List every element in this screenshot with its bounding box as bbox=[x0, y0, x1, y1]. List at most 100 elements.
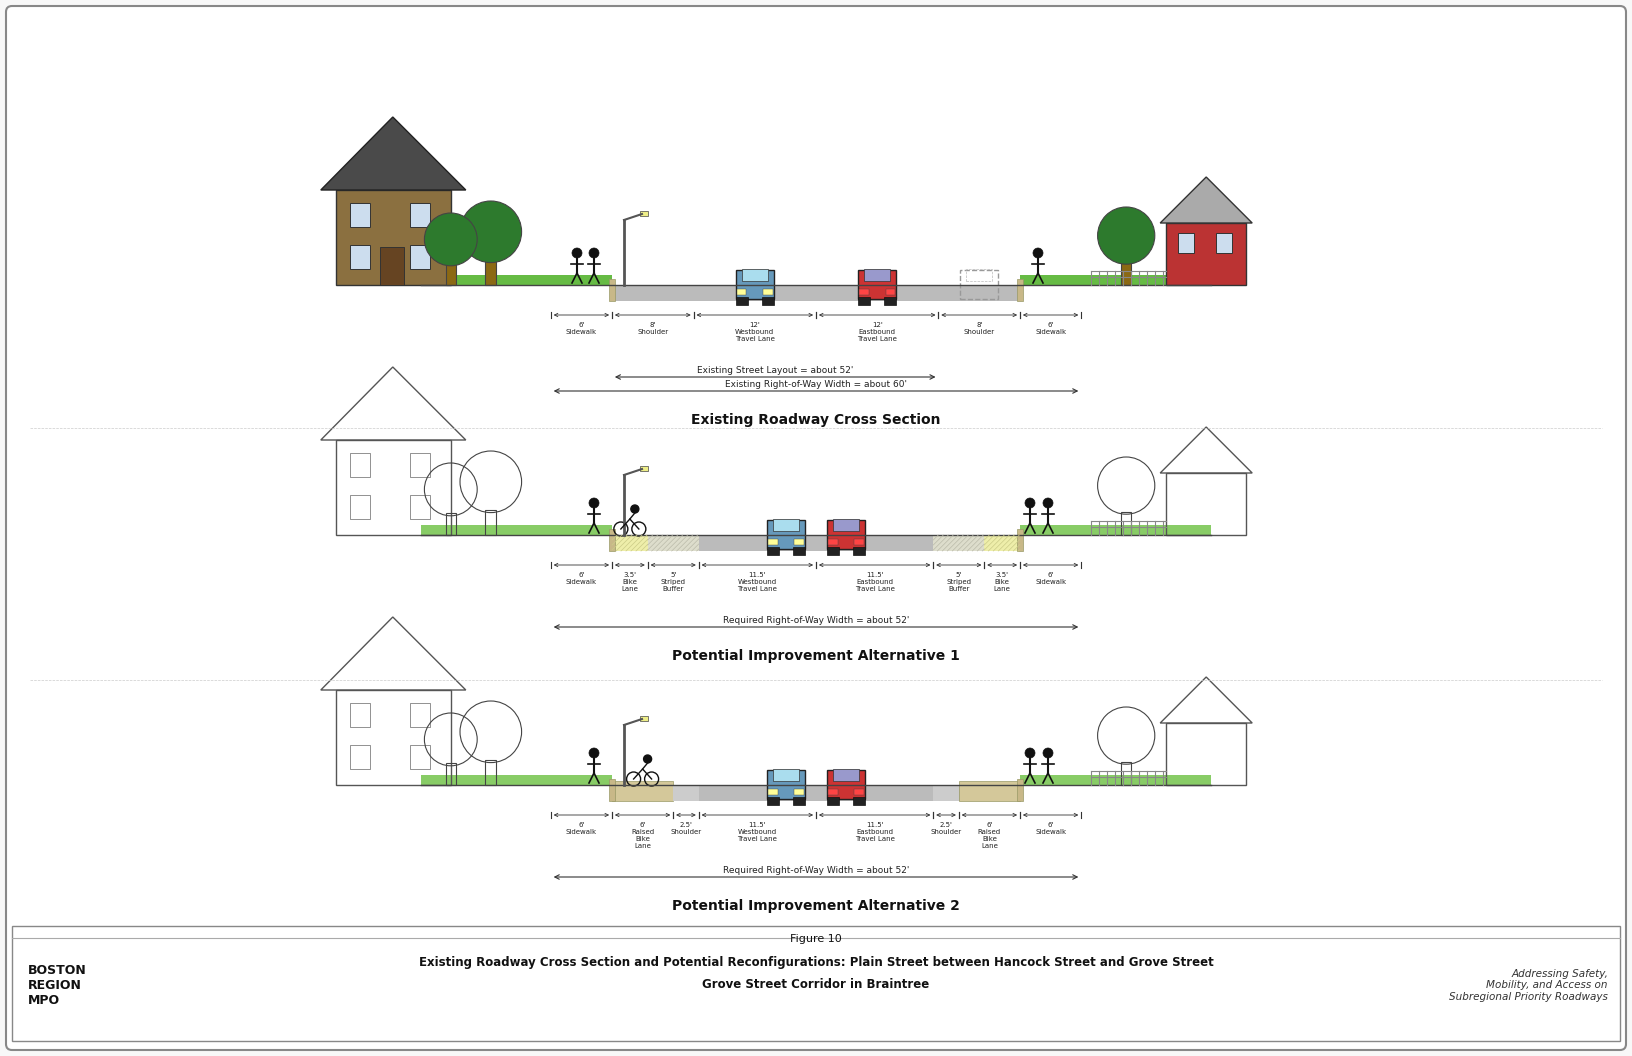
Text: Required Right-of-Way Width = about 52': Required Right-of-Way Width = about 52' bbox=[723, 866, 909, 875]
Circle shape bbox=[1033, 248, 1043, 258]
Bar bbox=[1216, 233, 1232, 253]
Bar bbox=[827, 540, 837, 545]
Text: 8'
Shoulder: 8' Shoulder bbox=[963, 322, 996, 335]
Polygon shape bbox=[322, 117, 465, 190]
Bar bbox=[832, 518, 858, 531]
Text: 11.5'
Eastbound
Travel Lane: 11.5' Eastbound Travel Lane bbox=[855, 572, 894, 592]
Text: Addressing Safety,
Mobility, and Access on
Subregional Priority Roadways: Addressing Safety, Mobility, and Access … bbox=[1449, 969, 1608, 1002]
Bar bbox=[1167, 473, 1247, 535]
Bar bbox=[769, 540, 777, 545]
Text: Existing Roadway Cross Section and Potential Reconfigurations: Plain Street betw: Existing Roadway Cross Section and Poten… bbox=[419, 956, 1213, 969]
Bar bbox=[648, 535, 698, 551]
Bar bbox=[767, 770, 805, 799]
Bar bbox=[769, 790, 777, 795]
Bar bbox=[421, 525, 612, 535]
Bar bbox=[741, 269, 769, 281]
Circle shape bbox=[589, 748, 599, 758]
Bar bbox=[966, 269, 992, 281]
Bar bbox=[640, 716, 648, 721]
Text: 2.5'
Shoulder: 2.5' Shoulder bbox=[671, 822, 702, 835]
Text: 11.5'
Westbound
Travel Lane: 11.5' Westbound Travel Lane bbox=[738, 572, 777, 592]
Circle shape bbox=[643, 755, 651, 763]
Bar bbox=[612, 535, 648, 551]
Text: 5'
Striped
Buffer: 5' Striped Buffer bbox=[661, 572, 685, 592]
Text: 6'
Sidewalk: 6' Sidewalk bbox=[1035, 322, 1066, 335]
Bar bbox=[958, 781, 1020, 802]
Bar bbox=[410, 703, 429, 727]
Bar bbox=[349, 495, 370, 518]
Text: Grove Street Corridor in Braintree: Grove Street Corridor in Braintree bbox=[702, 978, 930, 991]
Text: Existing Right-of-Way Width = about 60': Existing Right-of-Way Width = about 60' bbox=[725, 380, 907, 389]
Circle shape bbox=[632, 505, 638, 513]
Bar bbox=[827, 790, 837, 795]
Bar bbox=[1020, 275, 1211, 285]
Text: 6'
Sidewalk: 6' Sidewalk bbox=[566, 322, 597, 335]
Text: 8'
Shoulder: 8' Shoulder bbox=[636, 322, 669, 335]
Bar bbox=[960, 270, 999, 299]
Text: 11.5'
Eastbound
Travel Lane: 11.5' Eastbound Travel Lane bbox=[855, 822, 894, 842]
Bar bbox=[736, 270, 774, 299]
Bar bbox=[421, 275, 612, 285]
Bar bbox=[410, 495, 429, 518]
Bar bbox=[1017, 279, 1023, 301]
Bar bbox=[795, 540, 805, 545]
Bar bbox=[612, 785, 1020, 802]
Text: BOSTON
REGION
MPO: BOSTON REGION MPO bbox=[28, 964, 86, 1007]
Bar bbox=[855, 540, 863, 545]
Bar bbox=[609, 279, 615, 301]
Bar bbox=[1017, 529, 1023, 551]
Circle shape bbox=[1098, 207, 1155, 264]
Circle shape bbox=[460, 201, 522, 263]
Text: 6'
Sidewalk: 6' Sidewalk bbox=[566, 822, 597, 835]
Bar bbox=[421, 775, 612, 785]
Bar bbox=[736, 297, 747, 305]
Bar bbox=[349, 703, 370, 727]
Text: 6'
Raised
Bike
Lane: 6' Raised Bike Lane bbox=[632, 822, 654, 849]
Bar bbox=[854, 547, 865, 555]
Circle shape bbox=[589, 498, 599, 508]
Bar bbox=[612, 781, 674, 802]
Bar bbox=[336, 190, 450, 285]
Bar bbox=[446, 263, 455, 285]
Bar bbox=[984, 535, 1020, 551]
Bar bbox=[767, 521, 805, 549]
Text: Existing Roadway Cross Section: Existing Roadway Cross Section bbox=[692, 413, 940, 427]
Bar bbox=[11, 926, 1621, 1041]
Text: 3.5'
Bike
Lane: 3.5' Bike Lane bbox=[994, 572, 1010, 592]
Bar bbox=[858, 289, 868, 296]
Bar bbox=[336, 690, 450, 785]
Text: Existing Street Layout = about 52': Existing Street Layout = about 52' bbox=[697, 366, 854, 375]
Text: 12'
Eastbound
Travel Lane: 12' Eastbound Travel Lane bbox=[857, 322, 898, 342]
Bar bbox=[1121, 761, 1131, 785]
Bar bbox=[1178, 233, 1195, 253]
Bar bbox=[886, 289, 896, 296]
Bar bbox=[485, 260, 496, 285]
Bar bbox=[410, 245, 429, 269]
Bar bbox=[855, 790, 863, 795]
Bar bbox=[1121, 511, 1131, 535]
Text: 6'
Sidewalk: 6' Sidewalk bbox=[1035, 572, 1066, 585]
Text: 6'
Raised
Bike
Lane: 6' Raised Bike Lane bbox=[978, 822, 1000, 849]
Bar bbox=[764, 289, 774, 296]
Bar bbox=[349, 744, 370, 769]
Bar bbox=[410, 203, 429, 227]
Bar bbox=[767, 796, 778, 805]
Bar bbox=[640, 466, 648, 471]
Bar bbox=[349, 203, 370, 227]
Bar bbox=[832, 769, 858, 781]
Bar bbox=[609, 779, 615, 802]
Bar bbox=[827, 521, 865, 549]
Text: 5'
Striped
Buffer: 5' Striped Buffer bbox=[947, 572, 971, 592]
Polygon shape bbox=[1160, 177, 1252, 223]
Text: 2.5'
Shoulder: 2.5' Shoulder bbox=[930, 822, 961, 835]
Bar bbox=[349, 453, 370, 477]
Text: Required Right-of-Way Width = about 52': Required Right-of-Way Width = about 52' bbox=[723, 616, 909, 625]
Bar bbox=[612, 535, 1020, 551]
Text: 3.5'
Bike
Lane: 3.5' Bike Lane bbox=[622, 572, 638, 592]
Text: Potential Improvement Alternative 2: Potential Improvement Alternative 2 bbox=[672, 899, 960, 913]
Bar bbox=[640, 211, 648, 216]
Bar bbox=[793, 796, 805, 805]
FancyBboxPatch shape bbox=[7, 6, 1625, 1050]
Bar bbox=[1020, 525, 1211, 535]
Text: 6'
Sidewalk: 6' Sidewalk bbox=[1035, 822, 1066, 835]
